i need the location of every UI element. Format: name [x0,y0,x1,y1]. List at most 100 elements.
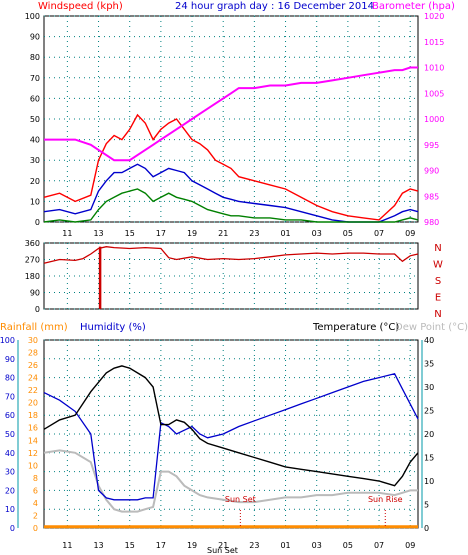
rain-y-tick: 22 [28,386,38,395]
gust-series-line [43,113,419,221]
rain-y-tick: 6 [33,486,38,495]
x-tick-label: 23 [249,541,259,550]
temp-y-tick: 15 [424,454,434,463]
rain-y-tick: 26 [28,361,38,370]
rainfall-label: Rainfall (mm) [0,322,68,333]
humidity-y-tick: 40 [5,449,15,458]
dew-series-line [43,449,418,513]
wind-y-tick: 60 [30,94,40,103]
wind-y-tick: 30 [30,156,40,165]
baro-y-tick: 1000 [424,115,444,124]
x-tick-label: 11 [62,541,72,550]
x-tick-label: 09 [405,229,415,238]
baro-y-tick: 1015 [424,38,444,47]
temp-series-line [43,365,419,487]
temp-y-tick: 35 [424,360,434,369]
x-tick-label: 09 [405,541,415,550]
x-tick-label: 23 [249,229,259,238]
temp-y-tick: 30 [424,383,434,392]
baro-series-line [44,66,418,162]
x-tick-label: 11 [62,229,72,238]
x-tick-label: 13 [93,229,103,238]
humidity-y-tick: 10 [5,505,15,514]
temp-y-tick: 5 [424,501,429,510]
compass-label: N [434,243,441,254]
wind-y-tick: 70 [30,74,40,83]
page-title: 24 hour graph day : 16 December 2014 [175,1,374,12]
wind-y-tick: 50 [30,115,40,124]
x-tick-label: 19 [187,229,197,238]
temp-y-tick: 0 [424,524,429,533]
rain-y-tick: 24 [28,374,38,383]
rain-y-tick: 10 [28,461,38,470]
x-tick-label: 01 [280,541,290,550]
x-tick-label: 21 [218,229,228,238]
rain-y-tick: 8 [33,474,38,483]
humidity-y-tick: 80 [5,374,15,383]
x-tick-label: 01 [280,229,290,238]
x-tick-label: 17 [156,229,166,238]
humidity-series-line [43,373,419,501]
rain-y-tick: 2 [33,511,38,520]
direction-y-tick: 90 [30,289,40,298]
humidity-y-tick: 0 [10,524,15,533]
humidity-y-tick: 50 [5,430,15,439]
humidity-label: Humidity (%) [80,322,146,333]
temp-y-tick: 25 [424,407,434,416]
x-tick-label: 03 [312,229,322,238]
rain-y-tick: 4 [33,499,38,508]
baro-y-tick: 995 [424,141,439,150]
windspeed-label: Windspeed (kph) [38,1,123,12]
direction-series-line [43,246,419,264]
sun-marker-label: Sun Set [225,495,256,504]
temperature-label: Temperature (°C) [312,322,399,333]
humidity-y-tick: 90 [5,355,15,364]
x-tick-label: 15 [125,541,135,550]
humidity-y-tick: 60 [5,411,15,420]
temp-y-tick: 40 [424,336,434,345]
series-layer [43,66,419,529]
baro-y-tick: 980 [424,218,439,227]
direction-y-tick: 180 [25,272,40,281]
rain-y-tick: 0 [33,524,38,533]
humidity-y-tick: 100 [0,336,15,345]
x-tick-label: 15 [125,229,135,238]
barometer-label: Barometer (hpa) [372,1,455,12]
x-tick-label: 13 [93,541,103,550]
baro-y-tick: 1020 [424,12,444,21]
rain-y-tick: 14 [28,436,38,445]
sun-marker-label: Sun Rise [368,495,403,504]
rain-y-tick: 20 [28,399,38,408]
x-tick-label: 05 [343,229,353,238]
direction-y-tick: 360 [25,239,40,248]
bottom-sunset-label: Sun Set [207,546,238,555]
temp-y-tick: 20 [424,430,434,439]
wind-y-tick: 20 [30,177,40,186]
compass-label: W [433,260,443,271]
x-tick-label: 07 [374,229,384,238]
baro-y-tick: 985 [424,192,439,201]
x-tick-label: 19 [187,541,197,550]
low-series-line [43,188,419,223]
compass-label: E [435,293,441,304]
compass-label: S [435,276,441,287]
baro-y-tick: 1010 [424,64,444,73]
humidity-y-tick: 20 [5,486,15,495]
x-tick-label: 17 [156,541,166,550]
baro-y-tick: 1005 [424,89,444,98]
rain-y-tick: 28 [28,349,38,358]
wind-y-tick: 100 [25,12,40,21]
wind-y-tick: 80 [30,53,40,62]
dewpoint-label: Dew Point (°C) [395,322,468,333]
x-tick-label: 21 [218,541,228,550]
x-tick-label: 05 [343,541,353,550]
rain-y-tick: 30 [28,336,38,345]
label-layer: Sun Set Sun Rise [225,495,403,528]
temp-y-tick: 10 [424,477,434,486]
baro-y-tick: 990 [424,167,439,176]
x-tick-label: 03 [312,541,322,550]
wind-y-tick: 10 [30,197,40,206]
wind-y-tick: 90 [30,33,40,42]
